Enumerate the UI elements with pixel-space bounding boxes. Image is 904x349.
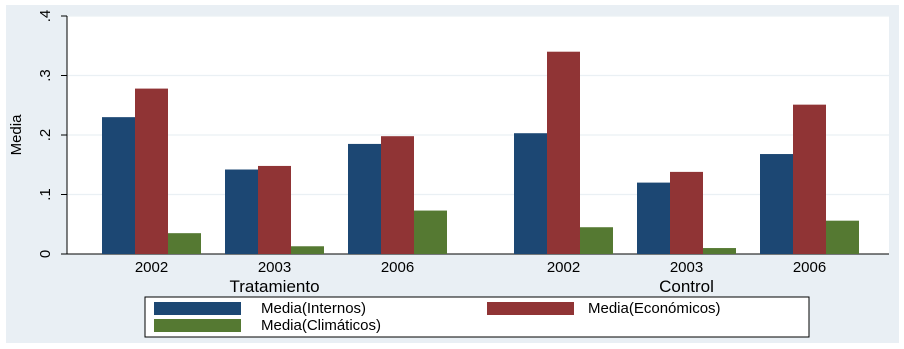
legend-label: Media(Internos)	[261, 300, 366, 317]
bar-media-internos	[102, 117, 135, 255]
legend-swatch	[154, 319, 241, 332]
bar-media-internos	[514, 133, 547, 254]
x-tick-label: 2002	[547, 259, 580, 276]
bar-media-internos	[760, 154, 793, 254]
x-tick-label: 2002	[135, 259, 168, 276]
x-tick-label: 2006	[793, 259, 826, 276]
legend-swatch	[487, 302, 574, 315]
legend-label: Media(Climáticos)	[261, 317, 381, 334]
legend-box	[144, 296, 810, 338]
bar-media-econ-micos	[258, 165, 291, 254]
y-axis-title: Media	[8, 114, 25, 156]
bar-media-internos	[348, 143, 381, 254]
group-label: Control	[659, 277, 714, 296]
bar-media-econ-micos	[547, 51, 580, 255]
y-tick-label: .3	[37, 69, 54, 82]
bar-media-clim-ticos	[168, 233, 201, 254]
bar-media-econ-micos	[793, 104, 826, 254]
group-label: Tratamiento	[229, 277, 319, 296]
bar-media-internos	[637, 182, 670, 254]
bar-media-clim-ticos	[414, 210, 447, 254]
y-tick-label: 0	[37, 250, 54, 258]
legend-swatch	[154, 302, 241, 315]
bar-media-clim-ticos	[580, 227, 613, 254]
bar-media-clim-ticos	[291, 246, 324, 254]
x-tick-label: 2006	[381, 259, 414, 276]
bar-media-clim-ticos	[703, 248, 736, 254]
bar-media-econ-micos	[381, 136, 414, 254]
bar-media-internos	[225, 169, 258, 254]
y-tick-label: .2	[37, 129, 54, 142]
x-tick-label: 2003	[258, 259, 291, 276]
bar-media-clim-ticos	[826, 220, 859, 254]
bar-media-econ-micos	[135, 88, 168, 254]
y-tick-label: .4	[37, 10, 54, 23]
bar-media-econ-micos	[670, 171, 703, 254]
x-tick-label: 2003	[670, 259, 703, 276]
y-tick-label: .1	[37, 188, 54, 201]
legend-label: Media(Económicos)	[588, 300, 721, 317]
